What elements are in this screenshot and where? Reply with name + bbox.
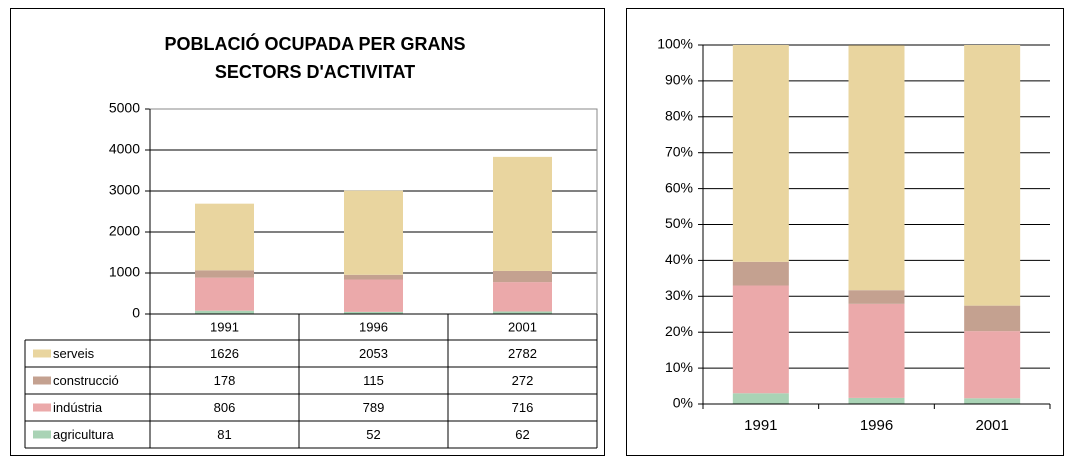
bar-segment xyxy=(195,310,254,314)
bar-segment xyxy=(732,285,789,394)
table-value: 178 xyxy=(214,373,236,388)
legend-swatch xyxy=(33,349,51,358)
y-tick-label: 4000 xyxy=(109,141,140,157)
table-value: 1626 xyxy=(210,346,239,361)
bar-segment xyxy=(848,303,905,398)
legend-swatch xyxy=(33,430,51,439)
table-value: 2053 xyxy=(359,346,388,361)
table-value: 789 xyxy=(363,400,385,415)
legend-label: construcció xyxy=(53,373,119,388)
table-value: 272 xyxy=(512,373,534,388)
bar-segment xyxy=(344,190,403,275)
legend-label: agricultura xyxy=(53,427,114,442)
bar-segment xyxy=(493,156,552,271)
bar-segment xyxy=(732,45,789,262)
y-tick-label: 20% xyxy=(665,323,693,339)
bar-segment xyxy=(493,311,552,314)
y-tick-label: 3000 xyxy=(109,182,140,198)
y-tick-label: 10% xyxy=(665,359,693,375)
y-tick-label: 70% xyxy=(665,143,693,159)
table-value: 81 xyxy=(217,427,231,442)
chart-title: POBLACIÓ OCUPADA PER GRANS xyxy=(164,33,465,54)
table-value: 716 xyxy=(512,400,534,415)
x-tick-label: 1991 xyxy=(744,417,777,434)
x-tick-label: 1996 xyxy=(860,417,893,434)
y-tick-label: 60% xyxy=(665,179,693,195)
table-value: 52 xyxy=(366,427,380,442)
bar-segment xyxy=(493,270,552,283)
table-value: 62 xyxy=(515,427,529,442)
bar-segment xyxy=(344,311,403,314)
table-header: 1991 xyxy=(210,319,239,334)
bar-segment xyxy=(195,270,254,278)
bar-segment xyxy=(848,290,905,304)
bar-segment xyxy=(195,203,254,271)
y-tick-label: 100% xyxy=(657,36,693,52)
table-value: 115 xyxy=(363,373,384,388)
bar-segment xyxy=(964,398,1021,404)
bar-segment xyxy=(848,397,905,404)
legend-swatch xyxy=(33,376,51,385)
bar-segment xyxy=(964,45,1021,306)
bar-segment xyxy=(732,261,789,286)
y-tick-label: 1000 xyxy=(109,264,140,280)
table-value: 806 xyxy=(214,400,236,415)
bar-segment xyxy=(195,277,254,311)
y-tick-label: 40% xyxy=(665,251,693,267)
y-tick-label: 80% xyxy=(665,108,693,124)
table-header: 2001 xyxy=(508,319,537,334)
bar-segment xyxy=(732,393,789,404)
x-tick-label: 2001 xyxy=(975,417,1008,434)
bar-segment xyxy=(964,305,1021,332)
y-tick-label: 0% xyxy=(673,395,693,411)
y-tick-label: 0 xyxy=(132,305,140,321)
legend-label: indústria xyxy=(53,400,103,415)
y-tick-label: 2000 xyxy=(109,223,140,239)
legend-swatch xyxy=(33,403,51,412)
bar-segment xyxy=(344,274,403,280)
y-tick-label: 50% xyxy=(665,215,693,231)
legend-label: serveis xyxy=(53,346,95,361)
bar-segment xyxy=(493,282,552,312)
y-tick-label: 90% xyxy=(665,72,693,88)
table-value: 2782 xyxy=(508,346,537,361)
y-tick-label: 30% xyxy=(665,287,693,303)
bar-segment xyxy=(964,331,1021,399)
bar-segment xyxy=(344,279,403,312)
table-header: 1996 xyxy=(359,319,388,334)
y-tick-label: 5000 xyxy=(109,100,140,116)
chart-title: SECTORS D'ACTIVITAT xyxy=(215,62,415,82)
bar-segment xyxy=(848,45,905,291)
